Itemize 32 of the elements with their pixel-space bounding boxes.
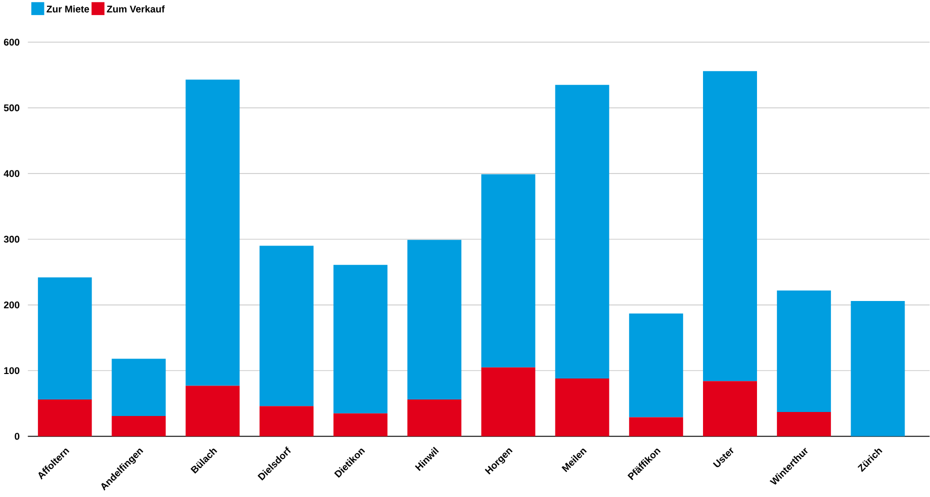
bar bbox=[555, 84, 610, 378]
bar bbox=[703, 70, 758, 381]
bar bbox=[481, 174, 536, 368]
bar bbox=[850, 300, 905, 436]
y-tick-label: 400 bbox=[4, 170, 20, 177]
y-tick-label: 600 bbox=[4, 38, 20, 46]
bar bbox=[260, 246, 314, 406]
bar bbox=[555, 378, 610, 436]
bar bbox=[629, 313, 684, 418]
bar bbox=[407, 399, 462, 436]
y-tick-label: 500 bbox=[4, 104, 20, 112]
bar bbox=[112, 358, 166, 416]
bar bbox=[776, 412, 831, 436]
y-tick-label: 0 bbox=[14, 432, 20, 440]
bar bbox=[333, 413, 388, 436]
y-tick-label: 200 bbox=[4, 301, 20, 308]
bar bbox=[407, 240, 462, 400]
bar bbox=[481, 367, 536, 436]
bar bbox=[333, 264, 388, 414]
y-tick-label: 300 bbox=[4, 236, 20, 243]
bar bbox=[112, 416, 166, 436]
bar bbox=[186, 386, 240, 436]
legend-label: Zum Verkauf bbox=[106, 5, 165, 12]
bar bbox=[186, 79, 240, 386]
bar bbox=[38, 399, 92, 436]
legend-label: Zur Miete bbox=[46, 5, 90, 12]
bar bbox=[776, 290, 831, 412]
bar bbox=[629, 417, 684, 436]
bar bbox=[260, 406, 314, 436]
y-tick-label: 100 bbox=[4, 367, 20, 374]
bar bbox=[703, 380, 758, 436]
bar bbox=[38, 277, 92, 400]
